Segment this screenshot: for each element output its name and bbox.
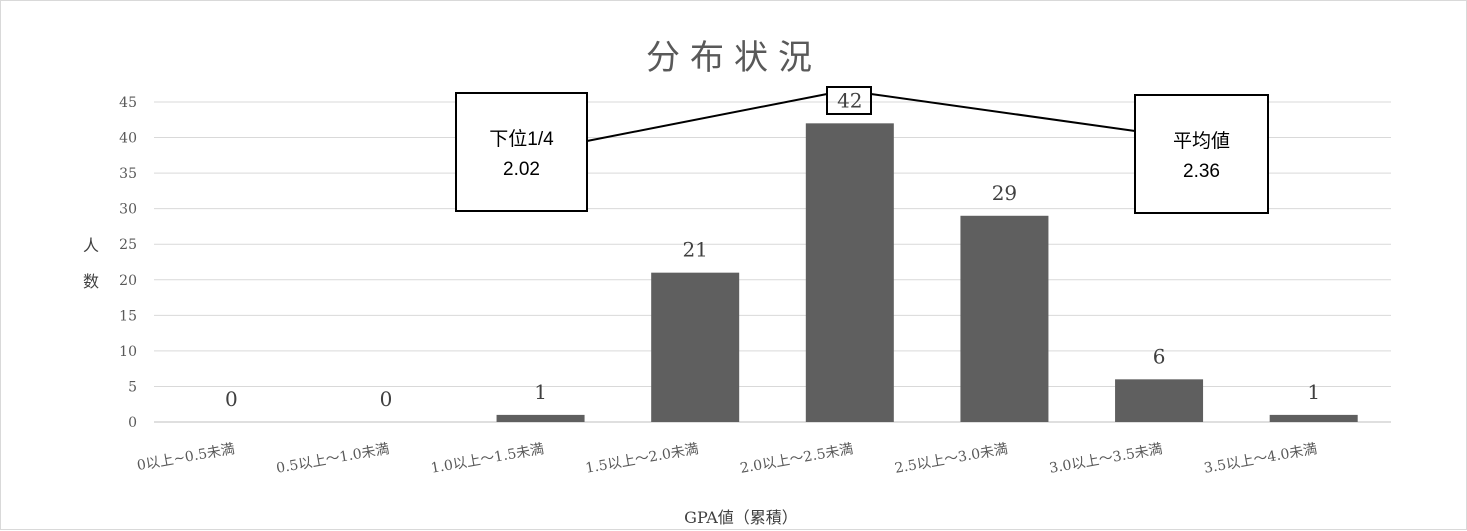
- bar: [805, 123, 894, 422]
- callout-value: 2.36: [1183, 161, 1220, 182]
- y-tick-label: 30: [119, 202, 137, 218]
- callout-box: [455, 92, 588, 212]
- callout-label: 平均値: [1173, 130, 1230, 152]
- callout-leader-line: [586, 93, 828, 142]
- y-tick-label: 35: [119, 166, 137, 182]
- data-label: 1: [534, 380, 547, 404]
- data-labels: 0 0 1 21 42 29 6 1: [225, 88, 1320, 411]
- x-tick-label: 3.0以上～3.5未満: [1048, 441, 1164, 477]
- x-tick-labels: 0以上~0.5未満 0.5以上～1.0未満 1.0以上～1.5未満 1.5以上～2.0…: [136, 441, 1319, 477]
- callout-box: [1134, 94, 1269, 214]
- x-tick-label: 1.5以上～2.0未満: [584, 441, 700, 477]
- callout-value: 2.02: [503, 159, 540, 180]
- data-label: 29: [992, 181, 1017, 205]
- x-tick-label: 0.5以上～1.0未満: [275, 441, 391, 477]
- y-tick-labels: 0 5 10 15 20 25 30 35 40 45: [119, 95, 137, 431]
- callout-label: 下位1/4: [489, 128, 554, 150]
- x-tick-label: 1.0以上～1.5未満: [430, 441, 546, 477]
- data-label: 0: [225, 387, 238, 411]
- y-tick-label: 40: [119, 131, 137, 147]
- x-tick-label: 2.5以上～3.0未満: [894, 441, 1010, 477]
- bar: [651, 272, 740, 422]
- data-label: 42: [837, 88, 862, 112]
- bar: [960, 215, 1049, 422]
- data-label: 21: [682, 238, 707, 262]
- callout-leader-line: [870, 93, 1136, 132]
- peak-label-box: [826, 86, 872, 115]
- y-tick-label: 5: [128, 379, 137, 395]
- bar: [1269, 414, 1358, 422]
- y-tick-label: 15: [119, 308, 137, 324]
- y-tick-label: 45: [119, 95, 137, 111]
- y-tick-label: 20: [119, 273, 137, 289]
- x-tick-label: 0以上~0.5未満: [136, 441, 236, 474]
- x-tick-label: 2.0以上～2.5未満: [739, 441, 855, 477]
- bar: [496, 414, 585, 422]
- y-axis-label: 人数: [83, 236, 99, 291]
- y-tick-label: 10: [119, 344, 137, 360]
- y-axis-label-char: 人: [83, 236, 99, 255]
- y-tick-label: 0: [128, 415, 137, 431]
- y-axis-label-char: 数: [83, 272, 99, 291]
- x-tick-label: 3.5以上～4.0未満: [1203, 441, 1319, 477]
- bars: [496, 123, 1358, 422]
- chart-title: 分布状況: [646, 38, 822, 78]
- data-label: 6: [1153, 344, 1166, 368]
- y-tick-label: 25: [119, 237, 137, 253]
- data-label: 1: [1307, 380, 1320, 404]
- annotations: 下位1/4 2.02 平均値 2.36: [455, 86, 1269, 214]
- x-axis-label: GPA値（累積）: [684, 508, 798, 527]
- data-label: 0: [380, 387, 393, 411]
- bar: [1115, 379, 1204, 422]
